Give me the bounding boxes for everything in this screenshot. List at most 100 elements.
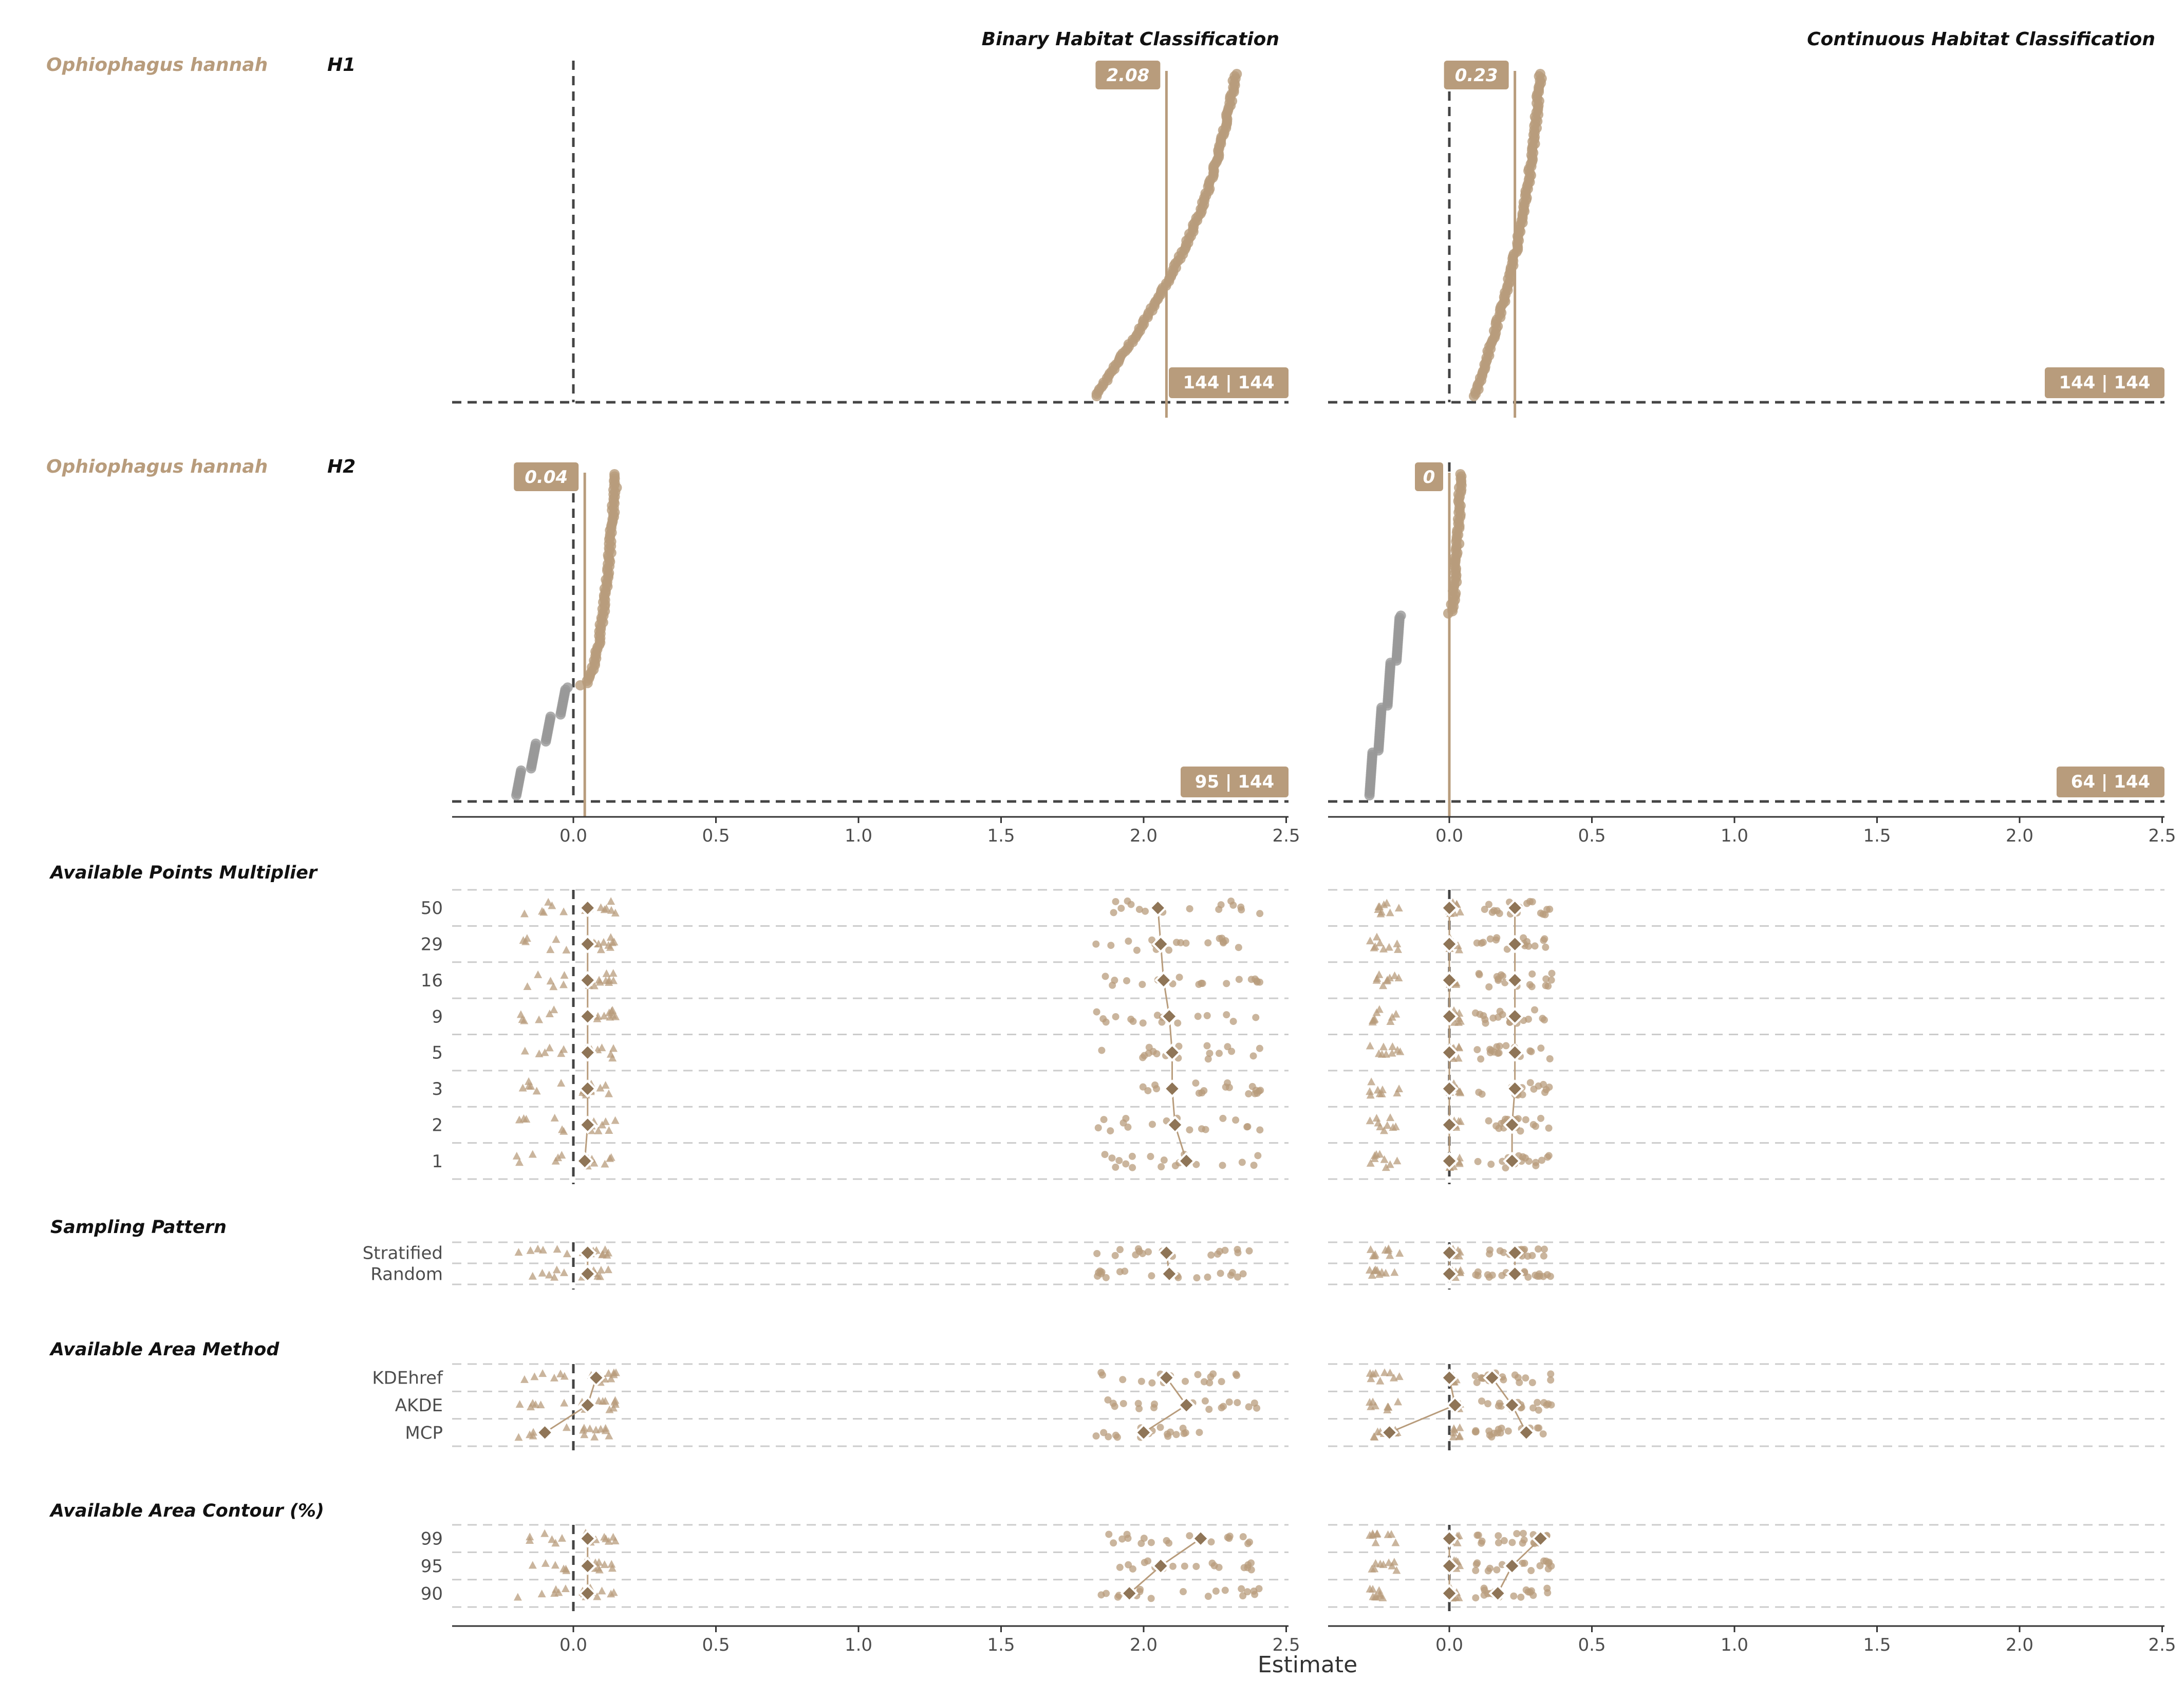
h2-point	[599, 938, 608, 946]
h2-point	[1370, 1252, 1379, 1260]
h1-point	[1098, 1047, 1106, 1054]
h2-point	[609, 1368, 618, 1376]
h1-point	[1529, 1404, 1537, 1412]
h1-point	[1172, 1431, 1180, 1439]
h1-point	[1145, 1248, 1152, 1256]
h2-point	[1366, 1245, 1375, 1253]
h1-point	[1169, 1562, 1177, 1570]
h1-point	[1541, 1089, 1549, 1096]
h2-point	[1389, 1373, 1398, 1381]
h2-median-marker	[1440, 1368, 1459, 1387]
h1-point	[1536, 1562, 1544, 1570]
h1-point	[1496, 910, 1503, 918]
h1-point	[1107, 1127, 1114, 1135]
h1-point	[1498, 1424, 1505, 1432]
h2-point	[557, 1079, 566, 1087]
h1-point	[1508, 1539, 1516, 1546]
h2-point	[1455, 945, 1464, 954]
h1-point	[1520, 934, 1527, 942]
h2-point	[1380, 1155, 1389, 1163]
h2-point	[1367, 1374, 1375, 1383]
tick-label: 0.5	[702, 1635, 730, 1655]
h1-point	[1495, 1532, 1502, 1540]
h1-median-marker	[1163, 1079, 1182, 1098]
h1-point	[1181, 1562, 1188, 1570]
tick-label: 0.0	[1435, 1635, 1463, 1655]
h2-point	[561, 1584, 570, 1593]
h2-point	[596, 1084, 605, 1092]
h1-point	[1095, 1269, 1103, 1277]
h2-point	[1379, 1560, 1388, 1569]
h2-point	[1386, 1160, 1394, 1168]
h2-point	[1449, 1432, 1458, 1441]
level-label: Random	[370, 1264, 443, 1285]
h2-median-marker	[1440, 1557, 1459, 1575]
top-panel-h2: Ophiophagus hannah H2 0.04 95 | 144 0 64 | 14…	[46, 456, 2164, 817]
h1-point	[1148, 1379, 1156, 1387]
h1-point	[1233, 1372, 1241, 1379]
h2-point	[520, 1375, 529, 1383]
h2-point	[595, 978, 604, 986]
h2-median-marker	[578, 971, 597, 989]
h2-point	[604, 1265, 612, 1274]
h2-point	[1366, 937, 1374, 945]
h1-point	[1196, 1429, 1203, 1436]
h1-point	[1471, 1428, 1479, 1436]
tick-label: 0.0	[559, 826, 587, 846]
h2-point	[580, 1430, 589, 1439]
binary-panel: 2.08 144 | 144	[452, 61, 1289, 418]
h1-point	[1474, 1157, 1482, 1165]
h2-point	[513, 1593, 522, 1601]
h2-median-marker	[1440, 1007, 1459, 1026]
h1-point	[1129, 1018, 1137, 1025]
h1-median-marker	[1503, 1557, 1521, 1575]
h2-median-marker	[1446, 1396, 1464, 1414]
h2-point	[1454, 1593, 1463, 1601]
h2-median-marker	[578, 1264, 597, 1283]
h1-point	[1202, 1126, 1209, 1133]
h2-point	[1386, 1368, 1394, 1376]
h2-point	[606, 1013, 614, 1021]
h1-point	[1153, 1012, 1161, 1019]
h1-point	[1528, 970, 1536, 978]
h2-point	[553, 1245, 562, 1253]
h1-median-marker	[1503, 1115, 1521, 1134]
h2-point	[549, 982, 558, 991]
h2-point	[526, 1430, 534, 1439]
h2-point	[545, 1043, 554, 1052]
h1-point	[1119, 1376, 1127, 1384]
h1-point	[1486, 1246, 1494, 1254]
h2-point	[1366, 1041, 1374, 1050]
species-label: Ophiophagus hannah	[46, 54, 268, 76]
h1-point	[1122, 1114, 1130, 1122]
h2-point	[1376, 1376, 1385, 1385]
h2-point	[596, 1265, 605, 1274]
group-title: Sampling Pattern	[50, 1217, 227, 1238]
h1-point	[1485, 901, 1492, 908]
level-label: 3	[432, 1079, 443, 1099]
h2-point	[1388, 1561, 1396, 1570]
h2-point	[600, 1533, 609, 1541]
h2-point	[1450, 1425, 1459, 1433]
h1-point	[1484, 1567, 1492, 1575]
h2-point	[528, 1272, 537, 1280]
h1-median-marker	[1505, 899, 1524, 918]
h1-point	[1540, 1252, 1547, 1260]
level-label: 16	[421, 970, 443, 991]
h1-point	[1486, 935, 1494, 943]
h2-point	[559, 907, 568, 916]
h1-point	[1192, 1079, 1200, 1087]
h1-point	[1496, 1247, 1504, 1255]
h1-point	[1238, 1159, 1246, 1166]
count-value: 64 | 144	[2071, 772, 2150, 792]
h2-point	[546, 977, 555, 985]
h1-median-marker	[1505, 935, 1524, 954]
h2-point	[562, 945, 571, 954]
h2-median-marker	[578, 1529, 597, 1548]
h1-point	[1203, 1012, 1211, 1019]
h1-point	[1500, 1537, 1508, 1544]
h1-point	[1105, 1433, 1112, 1441]
h1-median-marker	[1483, 1368, 1502, 1387]
h1-point	[1182, 1377, 1189, 1385]
h1-point	[1137, 1377, 1145, 1385]
